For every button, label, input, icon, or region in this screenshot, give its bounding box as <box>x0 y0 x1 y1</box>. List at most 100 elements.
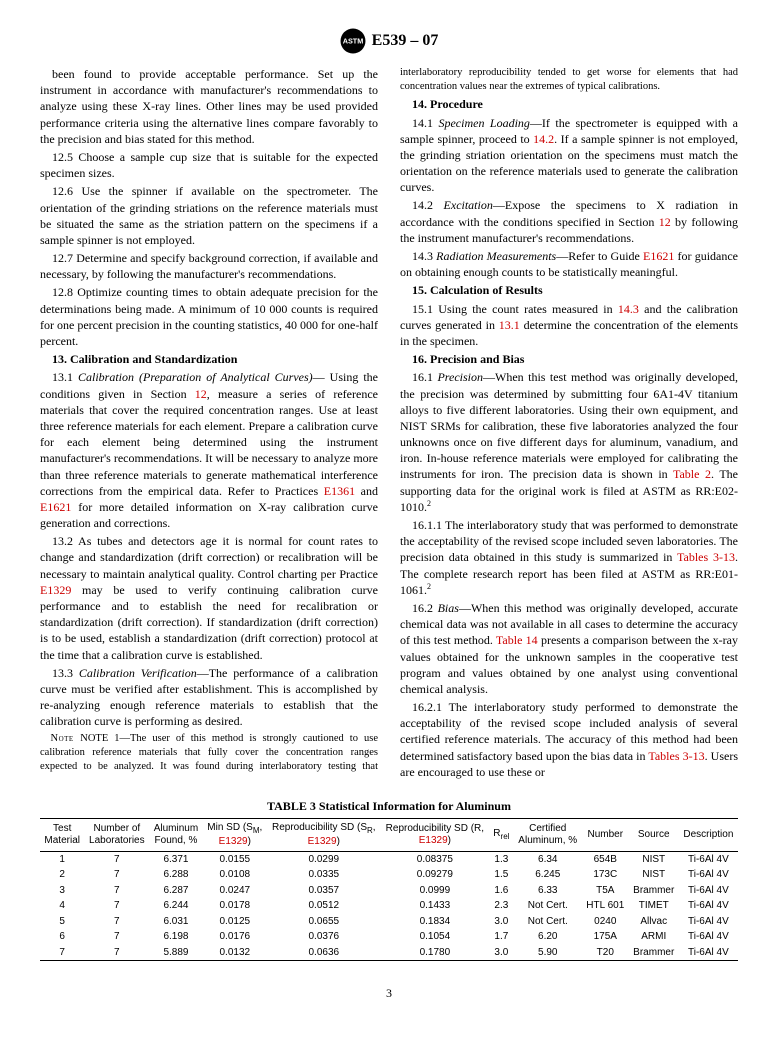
table-cell: 6.287 <box>149 883 202 899</box>
table-cell: 654B <box>582 851 629 867</box>
table-cell: 7 <box>40 945 84 961</box>
table-row: 576.0310.01250.06550.18343.0Not Cert.024… <box>40 914 738 930</box>
link-13.1[interactable]: 13.1 <box>499 318 520 332</box>
table-cell: 0.0512 <box>267 898 381 914</box>
table-cell: Ti-6Al 4V <box>679 898 738 914</box>
table-cell: NIST <box>629 867 679 883</box>
table-cell: 0.1054 <box>381 929 489 945</box>
para-14.1: 14.1 Specimen Loading—If the spectromete… <box>400 115 738 196</box>
link-section-12b[interactable]: 12 <box>659 215 671 229</box>
table-cell: 5.889 <box>149 945 202 961</box>
table-cell: 6.031 <box>149 914 202 930</box>
para: 12.7 Determine and specify background co… <box>40 250 378 282</box>
para-14.3: 14.3 Radiation Measurements—Refer to Gui… <box>400 248 738 280</box>
table-row: 676.1980.01760.03760.10541.76.20175AARMI… <box>40 929 738 945</box>
table-cell: 0.0176 <box>203 929 267 945</box>
para-13.2: 13.2 As tubes and detectors age it is no… <box>40 533 378 663</box>
table-cell: 0.0132 <box>203 945 267 961</box>
para-16.1: 16.1 Precision—When this test method was… <box>400 369 738 515</box>
table-cell: 7 <box>84 914 149 930</box>
link-table-2[interactable]: Table 2 <box>673 467 711 481</box>
table-cell: 1.3 <box>489 851 514 867</box>
table-row: 476.2440.01780.05120.14332.3Not Cert.HTL… <box>40 898 738 914</box>
table-cell: Ti-6Al 4V <box>679 914 738 930</box>
table-row: 176.3710.01550.02990.083751.36.34654BNIS… <box>40 851 738 867</box>
body-columns: been found to provide acceptable perform… <box>40 66 738 780</box>
table-cell: 6.34 <box>514 851 582 867</box>
section-15-title: 15. Calculation of Results <box>400 282 738 298</box>
table-header: Reproducibility SD (R,E1329) <box>381 819 489 852</box>
table-cell: 3 <box>40 883 84 899</box>
table-cell: 5.90 <box>514 945 582 961</box>
link-e1329[interactable]: E1329 <box>40 583 71 597</box>
para-16.1.1: 16.1.1 The interlaboratory study that wa… <box>400 517 738 598</box>
para-16.2.1: 16.2.1 The interlaboratory study perform… <box>400 699 738 780</box>
link-section-12[interactable]: 12 <box>195 387 207 401</box>
table-cell: 3.0 <box>489 914 514 930</box>
table-cell: HTL 601 <box>582 898 629 914</box>
link-e1621[interactable]: E1621 <box>40 500 71 514</box>
table-cell: Ti-6Al 4V <box>679 851 738 867</box>
link-e1361[interactable]: E1361 <box>324 484 355 498</box>
table-cell: 0.0335 <box>267 867 381 883</box>
table-cell: Not Cert. <box>514 898 582 914</box>
table-cell: Allvac <box>629 914 679 930</box>
table-header: Source <box>629 819 679 852</box>
table-header: Number <box>582 819 629 852</box>
table-3: TABLE 3 Statistical Information for Alum… <box>40 798 738 961</box>
table-cell: 0.0108 <box>203 867 267 883</box>
page-number: 3 <box>40 985 738 1001</box>
table-cell: 7 <box>84 883 149 899</box>
para-16.2: 16.2 Bias—When this method was originall… <box>400 600 738 697</box>
para-13.1: 13.1 Calibration (Preparation of Analyti… <box>40 369 378 531</box>
section-14-title: 14. Procedure <box>400 96 738 112</box>
table-cell: TIMET <box>629 898 679 914</box>
table-cell: 7 <box>84 867 149 883</box>
link-14.3[interactable]: 14.3 <box>618 302 639 316</box>
link-e1621b[interactable]: E1621 <box>643 249 674 263</box>
table-cell: 6.33 <box>514 883 582 899</box>
para: 12.5 Choose a sample cup size that is su… <box>40 149 378 181</box>
table-header: Number ofLaboratories <box>84 819 149 852</box>
table-cell: 3.0 <box>489 945 514 961</box>
table-cell: 0.09279 <box>381 867 489 883</box>
table-cell: 7 <box>84 898 149 914</box>
table-header: Min SD (SM,E1329) <box>203 819 267 852</box>
table-cell: 5 <box>40 914 84 930</box>
table-cell: 0.0357 <box>267 883 381 899</box>
table-cell: 0.0178 <box>203 898 267 914</box>
link-table-14[interactable]: Table 14 <box>496 633 538 647</box>
table-cell: 0.0636 <box>267 945 381 961</box>
link-14.2[interactable]: 14.2 <box>533 132 554 146</box>
table-cell: 0.0376 <box>267 929 381 945</box>
table-cell: 6.245 <box>514 867 582 883</box>
table-cell: 6.371 <box>149 851 202 867</box>
table-cell: Ti-6Al 4V <box>679 867 738 883</box>
table-cell: 0.1780 <box>381 945 489 961</box>
astm-logo-icon: ASTM <box>340 28 366 54</box>
table-cell: Ti-6Al 4V <box>679 883 738 899</box>
table-cell: 6 <box>40 929 84 945</box>
table-cell: 0.0655 <box>267 914 381 930</box>
table-row: 376.2870.02470.03570.09991.66.33T5ABramm… <box>40 883 738 899</box>
para-13.3: 13.3 Calibration Verification—The perfor… <box>40 665 378 730</box>
table-cell: 6.244 <box>149 898 202 914</box>
table-cell: 7 <box>84 945 149 961</box>
table-cell: ARMI <box>629 929 679 945</box>
page-header: ASTM E539 – 07 <box>40 28 738 54</box>
table-cell: 6.20 <box>514 929 582 945</box>
table-cell: 1.5 <box>489 867 514 883</box>
table-cell: 0.0247 <box>203 883 267 899</box>
link-tables-3-13[interactable]: Tables 3-13 <box>677 550 735 564</box>
link-tables-3-13b[interactable]: Tables 3-13 <box>648 749 704 763</box>
table-cell: 0240 <box>582 914 629 930</box>
table-cell: 0.0999 <box>381 883 489 899</box>
para: 12.6 Use the spinner if available on the… <box>40 183 378 248</box>
table-header: TestMaterial <box>40 819 84 852</box>
para: 12.8 Optimize counting times to obtain a… <box>40 284 378 349</box>
table-cell: 0.0125 <box>203 914 267 930</box>
table-cell: 4 <box>40 898 84 914</box>
table-cell: 0.0299 <box>267 851 381 867</box>
table-header: Reproducibility SD (SR,E1329) <box>267 819 381 852</box>
table-cell: Not Cert. <box>514 914 582 930</box>
